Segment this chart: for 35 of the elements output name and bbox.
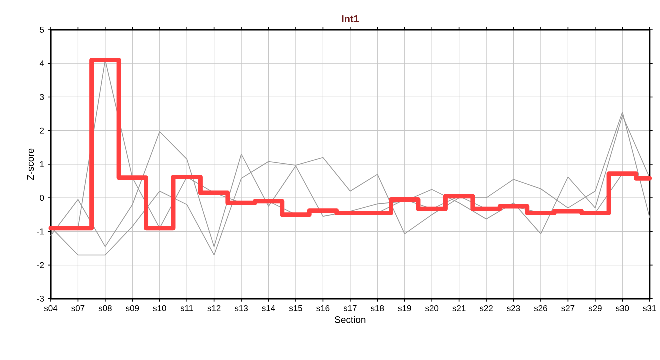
x-tick-label: s27 bbox=[562, 305, 575, 312]
x-tick-label: s30 bbox=[616, 305, 630, 312]
y-tick-label: 2 bbox=[40, 128, 44, 134]
x-tick-label: s08 bbox=[98, 305, 112, 312]
x-tick-label: s10 bbox=[153, 305, 166, 312]
x-tick-label: s31 bbox=[643, 305, 656, 312]
chart-title: Int1 bbox=[342, 16, 360, 23]
x-axis-title: Section bbox=[335, 316, 366, 324]
x-tick-label: s04 bbox=[44, 305, 58, 312]
x-tick-label: s21 bbox=[452, 305, 466, 312]
x-tick-label: s23 bbox=[507, 305, 520, 312]
x-tick-label: s14 bbox=[262, 305, 276, 312]
y-tick-label: -3 bbox=[37, 296, 44, 302]
x-tick-label: s18 bbox=[371, 305, 384, 312]
y-tick-label: 5 bbox=[40, 27, 44, 33]
y-tick-label: 3 bbox=[40, 94, 44, 100]
y-tick-label: -2 bbox=[37, 262, 44, 268]
y-axis-title: Z-score bbox=[28, 148, 34, 180]
x-tick-label: s13 bbox=[234, 305, 248, 312]
x-tick-label: s22 bbox=[480, 305, 493, 312]
x-tick-label: s19 bbox=[398, 305, 412, 312]
x-tick-label: s26 bbox=[534, 305, 548, 312]
x-tick-label: s12 bbox=[208, 305, 221, 312]
x-tick-label: s17 bbox=[344, 305, 357, 312]
x-tick-label: s11 bbox=[180, 305, 194, 312]
x-tick-label: s07 bbox=[72, 305, 85, 312]
y-tick-label: 1 bbox=[40, 162, 44, 168]
y-tick-label: -1 bbox=[37, 228, 44, 235]
x-tick-label: s09 bbox=[126, 305, 140, 312]
x-tick-label: s16 bbox=[316, 305, 330, 312]
y-tick-label: 4 bbox=[40, 60, 44, 67]
x-tick-label: s20 bbox=[426, 305, 439, 312]
x-tick-label: s29 bbox=[588, 305, 602, 312]
y-tick-label: 0 bbox=[40, 195, 44, 202]
x-tick-label: s15 bbox=[289, 305, 302, 312]
